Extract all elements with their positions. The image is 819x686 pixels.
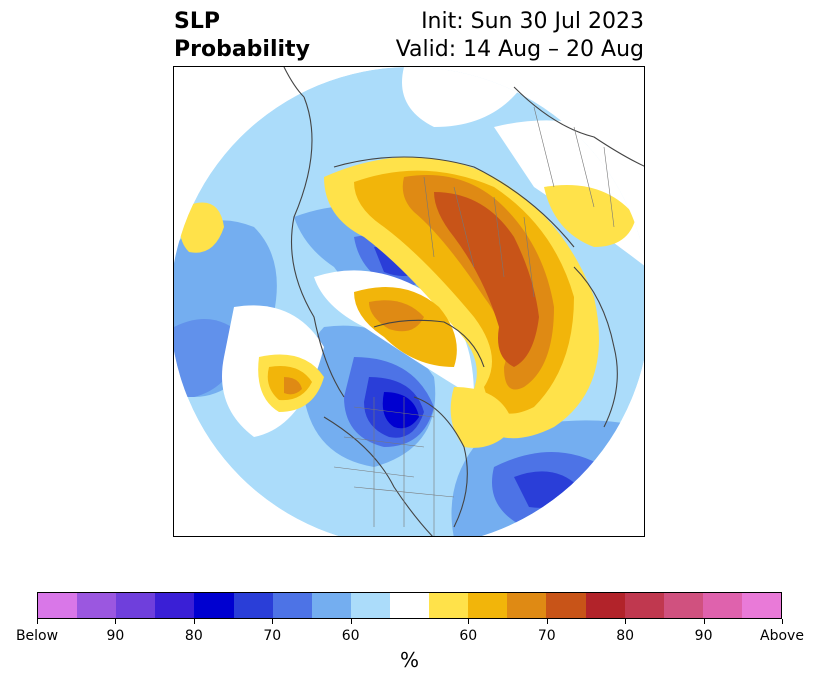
- colorbar-tick-mark: [351, 619, 352, 624]
- colorbar-tick-mark: [468, 619, 469, 624]
- colorbar-segment: [468, 593, 508, 618]
- init-date: Init: Sun 30 Jul 2023: [421, 9, 644, 34]
- colorbar-segment: [429, 593, 469, 618]
- colorbar-tick-label: Above: [760, 628, 804, 644]
- colorbar-tick-label: 60: [459, 628, 478, 644]
- colorbar-tick-mark: [625, 619, 626, 624]
- colorbar-segment: [702, 593, 742, 618]
- colorbar-segment: [272, 593, 312, 618]
- colorbar-segment: [38, 593, 78, 618]
- colorbar-segment: [77, 593, 117, 618]
- colorbar-segment: [389, 593, 430, 618]
- colorbar-tick-mark: [782, 619, 783, 624]
- colorbar-segment: [350, 593, 390, 618]
- colorbar-tick-mark: [37, 619, 38, 624]
- colorbar-segment: [194, 593, 234, 618]
- probability-map: [173, 66, 645, 537]
- colorbar-segment: [663, 593, 703, 618]
- colorbar-tick-mark: [115, 619, 116, 624]
- title-variable: SLP: [174, 9, 220, 34]
- colorbar-tick-mark: [547, 619, 548, 624]
- borders: [333, 106, 615, 536]
- map-canvas: [174, 67, 644, 536]
- colorbar-tick-label: 60: [341, 628, 360, 644]
- probability-field: [174, 67, 644, 536]
- colorbar-tick-mark: [704, 619, 705, 624]
- valid-range: Valid: 14 Aug – 20 Aug: [395, 37, 644, 62]
- probability-colorbar: [37, 592, 782, 619]
- colorbar-segment: [155, 593, 195, 618]
- colorbar-tick-label: 90: [694, 628, 713, 644]
- colorbar-segment: [233, 593, 273, 618]
- colorbar-tick-label: 80: [616, 628, 635, 644]
- colorbar-segment: [546, 593, 586, 618]
- title-subject: Probability: [174, 37, 310, 62]
- colorbar-segment: [741, 593, 782, 618]
- colorbar-tick-label: 70: [537, 628, 556, 644]
- colorbar-segment: [116, 593, 156, 618]
- colorbar-tick-mark: [194, 619, 195, 624]
- colorbar-segment: [507, 593, 547, 618]
- colorbar-tick-label: 90: [106, 628, 125, 644]
- colorbar-segment: [585, 593, 625, 618]
- colorbar-tick-label: Below: [15, 628, 59, 644]
- colorbar-segment: [311, 593, 351, 618]
- colorbar-tick-mark: [272, 619, 273, 624]
- colorbar-tick-label: 70: [263, 628, 282, 644]
- colorbar-tick-label: 80: [184, 628, 203, 644]
- coastlines: [283, 67, 644, 536]
- map-dates: Init: Sun 30 Jul 2023 Valid: 14 Aug – 20…: [396, 8, 644, 64]
- map-title: SLP Probability: [174, 8, 310, 64]
- colorbar-unit: %: [399, 648, 419, 672]
- colorbar-segment: [624, 593, 664, 618]
